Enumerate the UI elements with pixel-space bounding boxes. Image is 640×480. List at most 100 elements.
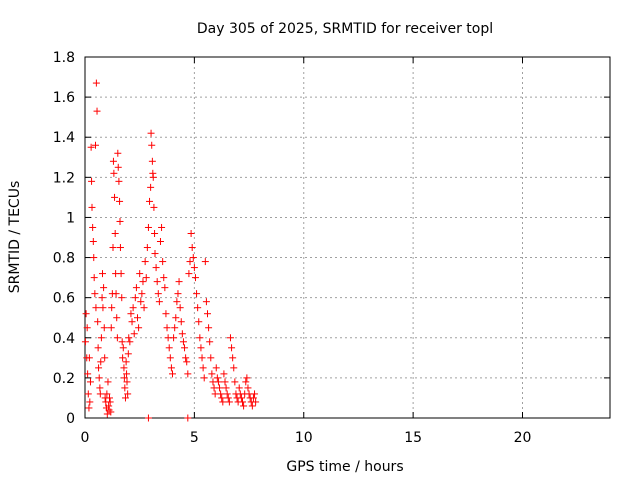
data-point (138, 290, 146, 298)
data-point (85, 404, 93, 412)
data-point (206, 338, 214, 346)
grid-lines (85, 57, 610, 418)
data-point (235, 384, 243, 392)
data-point (183, 358, 191, 366)
x-tick-label: 10 (295, 430, 313, 446)
data-point (124, 390, 132, 398)
data-point (202, 298, 210, 306)
data-point (159, 258, 167, 266)
data-point (184, 370, 192, 378)
data-point (244, 384, 252, 392)
data-point (223, 390, 231, 398)
data-point (165, 344, 173, 352)
data-point (205, 324, 213, 332)
data-point (95, 364, 103, 372)
data-point (135, 324, 143, 332)
data-point (109, 244, 117, 252)
data-point (82, 310, 90, 318)
data-point (207, 354, 215, 362)
data-point (163, 324, 171, 332)
data-point (212, 364, 220, 372)
data-point (92, 141, 99, 149)
data-point (87, 143, 95, 151)
data-point (160, 274, 168, 282)
data-point (153, 278, 161, 286)
data-point (116, 217, 124, 225)
data-point (96, 384, 104, 392)
data-point (193, 290, 201, 298)
data-point (96, 390, 104, 398)
data-point (92, 79, 100, 87)
data-point (124, 350, 132, 358)
data-point (155, 298, 163, 306)
data-point (114, 149, 122, 157)
data-point (242, 378, 250, 386)
data-point (187, 229, 195, 237)
x-tick-label: 20 (514, 430, 532, 446)
data-point (144, 223, 152, 231)
data-point (217, 390, 225, 398)
data-point (120, 364, 128, 372)
data-point (216, 384, 224, 392)
data-point (141, 258, 149, 266)
data-point (91, 290, 99, 298)
data-point (171, 324, 179, 332)
data-point (86, 378, 94, 386)
data-point (110, 169, 118, 177)
data-point (181, 344, 189, 352)
data-point (101, 354, 109, 362)
x-tick-label: 15 (404, 430, 422, 446)
data-point (198, 354, 206, 362)
y-tick-label: 1.6 (53, 90, 75, 106)
y-tick-label: 1.8 (53, 50, 75, 66)
data-point (94, 318, 102, 326)
y-tick-label: 0.8 (53, 251, 75, 267)
data-point (208, 370, 216, 378)
data-point (137, 298, 145, 306)
data-point (92, 304, 100, 312)
data-point (179, 338, 187, 346)
data-point (147, 183, 155, 191)
data-point (90, 254, 98, 262)
data-point (132, 284, 140, 292)
data-point (144, 414, 152, 422)
data-point (156, 238, 164, 246)
data-point (143, 244, 151, 252)
y-tick-label: 0.2 (53, 371, 75, 387)
data-point (152, 264, 160, 272)
data-point (129, 304, 137, 312)
y-tick-label: 0.6 (53, 291, 75, 307)
data-point (139, 278, 147, 286)
data-point (107, 408, 115, 416)
data-point (107, 324, 115, 332)
data-point (125, 334, 133, 342)
data-point (111, 193, 119, 201)
data-point (154, 290, 162, 298)
data-point (147, 129, 155, 137)
data-point (111, 229, 119, 237)
data-point (89, 223, 97, 231)
data-point (189, 254, 197, 262)
data-point (182, 354, 190, 362)
data-point (194, 304, 202, 312)
data-point (83, 324, 91, 332)
data-point (252, 398, 260, 406)
data-point (118, 338, 126, 346)
data-point (142, 274, 150, 282)
data-point (89, 238, 97, 246)
data-point (162, 310, 170, 318)
data-point (85, 354, 93, 362)
data-point (104, 378, 112, 386)
data-point (88, 177, 96, 185)
data-point (128, 318, 136, 326)
data-point (161, 284, 169, 292)
data-point (150, 203, 158, 211)
data-point (146, 197, 154, 205)
data-point (190, 264, 198, 272)
data-point (226, 334, 234, 342)
data-point (95, 374, 103, 382)
data-point (109, 157, 117, 165)
y-tick-label: 1.4 (53, 130, 75, 146)
data-point (126, 338, 134, 346)
data-point (130, 330, 138, 338)
